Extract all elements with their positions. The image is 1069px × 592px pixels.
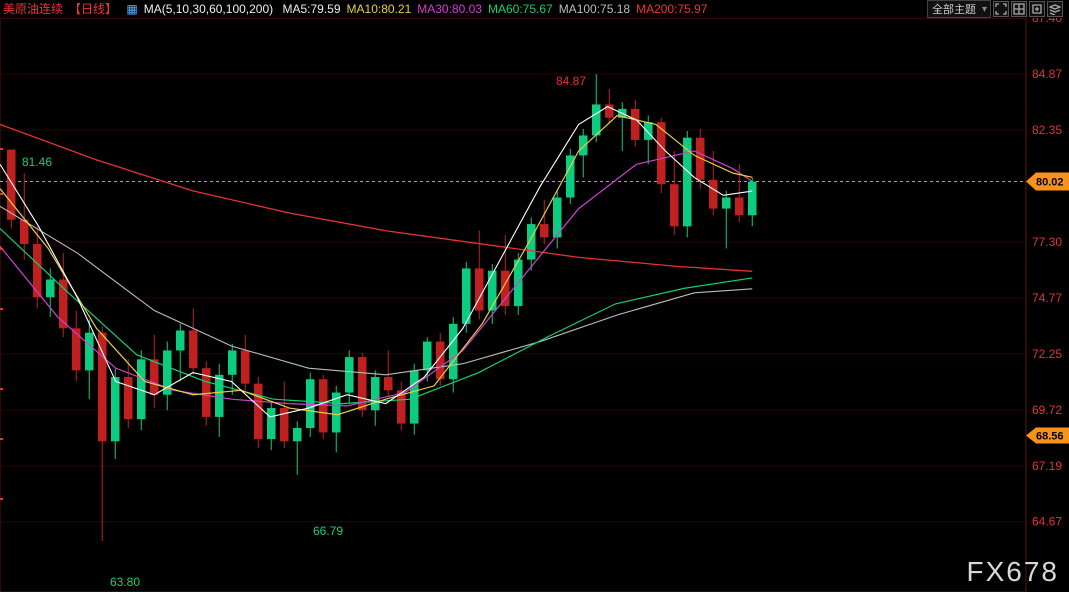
ma-line-MA30 bbox=[0, 151, 752, 406]
ma-ma60-value: MA60:75.67 bbox=[485, 0, 556, 18]
theme-selector-label: 全部主题 bbox=[932, 4, 976, 16]
ma-line-MA200 bbox=[0, 124, 752, 271]
symbol-title: 美原油连续 bbox=[0, 0, 66, 18]
ma-ma100-value: MA100:75.18 bbox=[556, 0, 633, 18]
ma-ma200-value: MA200:75.97 bbox=[633, 0, 710, 18]
ma-line-MA100 bbox=[0, 206, 752, 374]
zoom-in-icon[interactable] bbox=[1029, 1, 1045, 17]
ma-ma5-value: MA5:79.59 bbox=[279, 0, 343, 18]
svg-text:87.40: 87.40 bbox=[1032, 18, 1062, 25]
price-annotation: 81.46 bbox=[22, 155, 52, 169]
svg-text:68.56: 68.56 bbox=[1036, 431, 1064, 443]
interval-label: 【日线】 bbox=[66, 0, 120, 18]
price-annotation: 63.80 bbox=[110, 575, 140, 589]
theme-selector[interactable]: 全部主题 bbox=[927, 0, 991, 18]
svg-text:67.19: 67.19 bbox=[1032, 459, 1062, 473]
ma-line-MA5 bbox=[0, 107, 752, 417]
svg-text:82.35: 82.35 bbox=[1032, 123, 1062, 137]
ma-label: MA(5,10,30,60,100,200) bbox=[141, 0, 276, 18]
svg-text:84.87: 84.87 bbox=[1032, 67, 1062, 81]
svg-text:77.30: 77.30 bbox=[1032, 235, 1062, 249]
svg-text:69.72: 69.72 bbox=[1032, 403, 1062, 417]
fullscreen-icon[interactable] bbox=[993, 1, 1009, 17]
ma-line-MA10 bbox=[0, 116, 752, 415]
watermark: FX678 bbox=[967, 556, 1060, 588]
svg-text:74.77: 74.77 bbox=[1032, 291, 1062, 305]
price-annotation: 84.87 bbox=[556, 74, 586, 88]
ma-ma30-value: MA30:80.03 bbox=[414, 0, 485, 18]
chart-header: 美原油连续【日线】 ▦MA(5,10,30,60,100,200) MA5:79… bbox=[0, 0, 1069, 18]
ma-ma10-value: MA10:80.21 bbox=[344, 0, 415, 18]
svg-text:64.67: 64.67 bbox=[1032, 515, 1062, 529]
price-annotation: 66.79 bbox=[313, 524, 343, 538]
candlestick-chart[interactable]: 87.40 84.87 82.35 80.02 77.30 74.77 72.25 69.72… bbox=[0, 18, 1069, 592]
svg-text:72.25: 72.25 bbox=[1032, 347, 1062, 361]
layers-icon[interactable] bbox=[1047, 1, 1063, 17]
grid-toggle-icon[interactable] bbox=[1011, 1, 1027, 17]
svg-text:80.02: 80.02 bbox=[1036, 177, 1064, 189]
ma-icon: ▦ bbox=[123, 0, 140, 18]
